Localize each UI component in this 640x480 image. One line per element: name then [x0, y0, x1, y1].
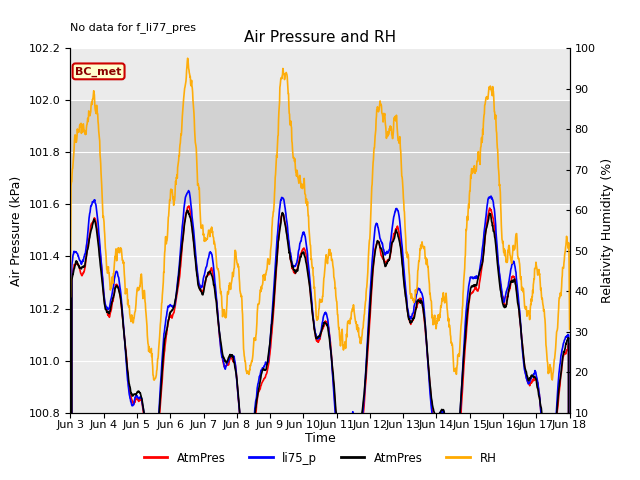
Legend: AtmPres, li75_p, AtmPres, RH: AtmPres, li75_p, AtmPres, RH [139, 447, 501, 469]
Text: BC_met: BC_met [76, 66, 122, 76]
Bar [70, 100, 570, 204]
Y-axis label: Air Pressure (kPa): Air Pressure (kPa) [10, 175, 23, 286]
Y-axis label: Relativity Humidity (%): Relativity Humidity (%) [601, 158, 614, 303]
Text: No data for f_li77_pres: No data for f_li77_pres [70, 23, 196, 34]
X-axis label: Time: Time [305, 432, 335, 445]
Title: Air Pressure and RH: Air Pressure and RH [244, 30, 396, 46]
